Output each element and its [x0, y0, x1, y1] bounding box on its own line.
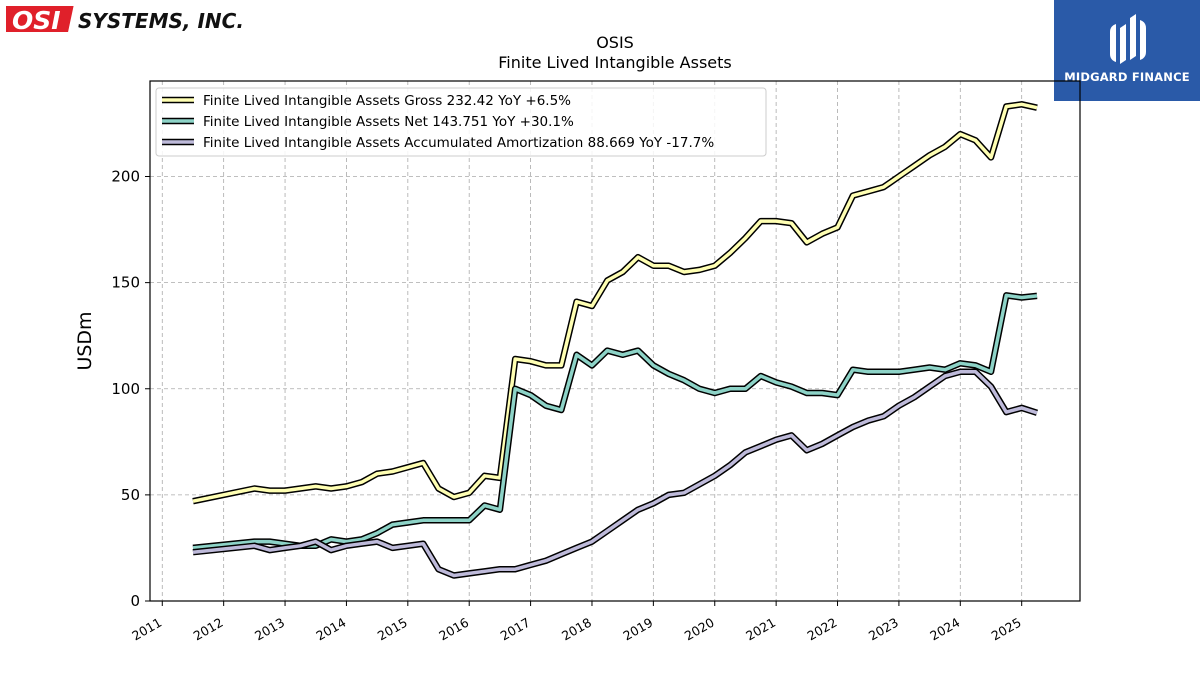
- x-tick-label: 2012: [191, 615, 226, 644]
- legend: Finite Lived Intangible Assets Gross 232…: [155, 87, 767, 157]
- x-tick-label: 2011: [129, 615, 164, 644]
- series-line-outline: [192, 101, 1038, 505]
- legend-label: Finite Lived Intangible Assets Accumulat…: [203, 135, 714, 151]
- series-1: [192, 101, 1038, 505]
- x-tick-label: 2017: [498, 615, 533, 644]
- legend-box: [155, 87, 767, 157]
- chart-subtitle: Finite Lived Intangible Assets: [498, 53, 731, 72]
- x-tick-label: 2015: [375, 615, 410, 644]
- legend-item: Finite Lived Intangible Assets Gross 232…: [162, 93, 571, 109]
- series-line: [192, 370, 1038, 578]
- x-tick-label: 2018: [559, 615, 594, 644]
- osi-logo-red-text: OSI: [12, 6, 61, 35]
- series-layer: [192, 101, 1038, 579]
- y-axis: 0 50 100 150 200: [111, 168, 150, 610]
- y-tick-label: 50: [121, 486, 140, 504]
- y-tick-label: 200: [111, 168, 140, 186]
- osi-systems-logo: OSI SYSTEMS, INC.: [6, 6, 244, 35]
- midgard-brand-text: MIDGARD FINANCE: [1064, 70, 1190, 84]
- series-line: [192, 293, 1038, 550]
- series-line-outline: [192, 292, 1038, 552]
- x-tick-label: 2014: [313, 615, 348, 644]
- x-tick-label: 2021: [743, 615, 778, 644]
- y-tick-label: 150: [111, 274, 140, 292]
- x-tick-label: 2023: [866, 615, 901, 644]
- x-tick-label: 2020: [682, 615, 717, 644]
- series-line: [192, 102, 1038, 503]
- x-tick-label: 2013: [252, 615, 287, 644]
- midgard-finance-logo: MIDGARD FINANCE: [1054, 0, 1200, 101]
- grid: [150, 81, 1080, 601]
- x-tick-label: 2016: [436, 615, 471, 644]
- midgard-mark-icon: [1110, 14, 1146, 64]
- series-2: [192, 292, 1038, 552]
- y-tick-label: 0: [130, 592, 140, 610]
- legend-label: Finite Lived Intangible Assets Gross 232…: [203, 93, 571, 109]
- x-tick-label: 2024: [927, 615, 962, 644]
- legend-item: Finite Lived Intangible Assets Accumulat…: [162, 135, 714, 151]
- y-axis-label: USDm: [74, 311, 96, 370]
- plot-frame: [149, 80, 1081, 602]
- x-tick-label: 2025: [989, 615, 1024, 644]
- y-tick-label: 100: [111, 380, 140, 398]
- legend-label: Finite Lived Intangible Assets Net 143.7…: [203, 114, 574, 130]
- x-tick-label: 2019: [620, 615, 655, 644]
- osi-logo-red-block: [6, 6, 74, 32]
- series-3: [192, 368, 1038, 579]
- osi-logo-black-text: SYSTEMS, INC.: [78, 9, 244, 33]
- legend-item: Finite Lived Intangible Assets Net 143.7…: [162, 114, 574, 130]
- x-axis: 2011 2012 2013 2014 2015 2016 2017 2018 2019 2020…: [129, 601, 1024, 644]
- chart-title: OSIS: [596, 33, 634, 52]
- x-tick-label: 2022: [805, 615, 840, 644]
